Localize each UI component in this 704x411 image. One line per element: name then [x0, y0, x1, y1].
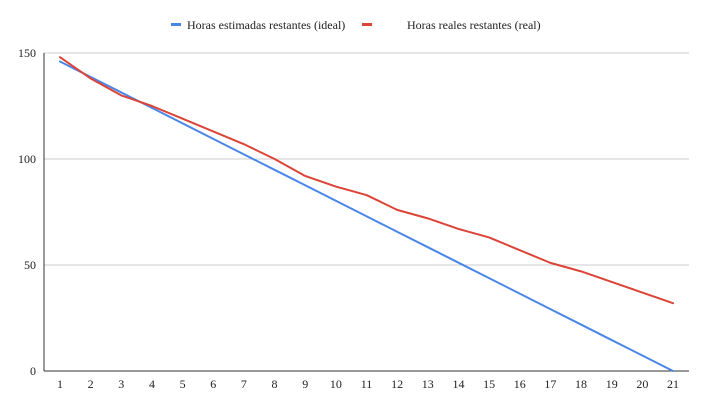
- x-tick-label-14: 14: [452, 377, 464, 391]
- x-tick-label-5: 5: [180, 377, 186, 391]
- y-tick-label-0: 0: [30, 364, 36, 378]
- x-tick-label-4: 4: [149, 377, 155, 391]
- legend-label-real: Horas reales restantes (real): [407, 18, 541, 32]
- x-tick-label-13: 13: [422, 377, 434, 391]
- y-tick-label-50: 50: [24, 258, 36, 272]
- legend: Horas estimadas restantes (ideal) Horas r…: [171, 18, 541, 32]
- gridlines: [44, 52, 689, 266]
- x-tick-label-11: 11: [361, 377, 373, 391]
- y-tick-label-100: 100: [18, 152, 36, 166]
- x-tick-label-12: 12: [391, 377, 403, 391]
- series-lines: [59, 56, 674, 372]
- x-tick-label-1: 1: [57, 377, 63, 391]
- x-tick-label-6: 6: [210, 377, 216, 391]
- x-tick-label-3: 3: [118, 377, 124, 391]
- x-tick-label-8: 8: [272, 377, 278, 391]
- x-tick-label-18: 18: [575, 377, 587, 391]
- x-tick-label-9: 9: [302, 377, 308, 391]
- x-tick-label-7: 7: [241, 377, 247, 391]
- x-axis-ticks: 1 2 3 4 5 6 7 8 9 10 11 12 13 14 15 16 17 18 19 20 21: [57, 377, 679, 391]
- x-tick-label-10: 10: [330, 377, 342, 391]
- legend-swatch-real: [362, 23, 372, 26]
- x-tick-label-21: 21: [667, 377, 679, 391]
- x-tick-label-15: 15: [483, 377, 495, 391]
- x-tick-label-16: 16: [514, 377, 526, 391]
- y-axis-ticks: 0 50 100 150: [18, 46, 36, 378]
- axes: [43, 53, 689, 372]
- x-tick-label-20: 20: [636, 377, 648, 391]
- legend-label-ideal: Horas estimadas restantes (ideal): [187, 18, 345, 32]
- x-tick-label-2: 2: [88, 377, 94, 391]
- x-tick-label-19: 19: [606, 377, 618, 391]
- legend-swatch-ideal: [171, 23, 181, 26]
- x-tick-label-17: 17: [544, 377, 556, 391]
- y-tick-label-150: 150: [18, 46, 36, 60]
- series-line-real: [59, 56, 674, 305]
